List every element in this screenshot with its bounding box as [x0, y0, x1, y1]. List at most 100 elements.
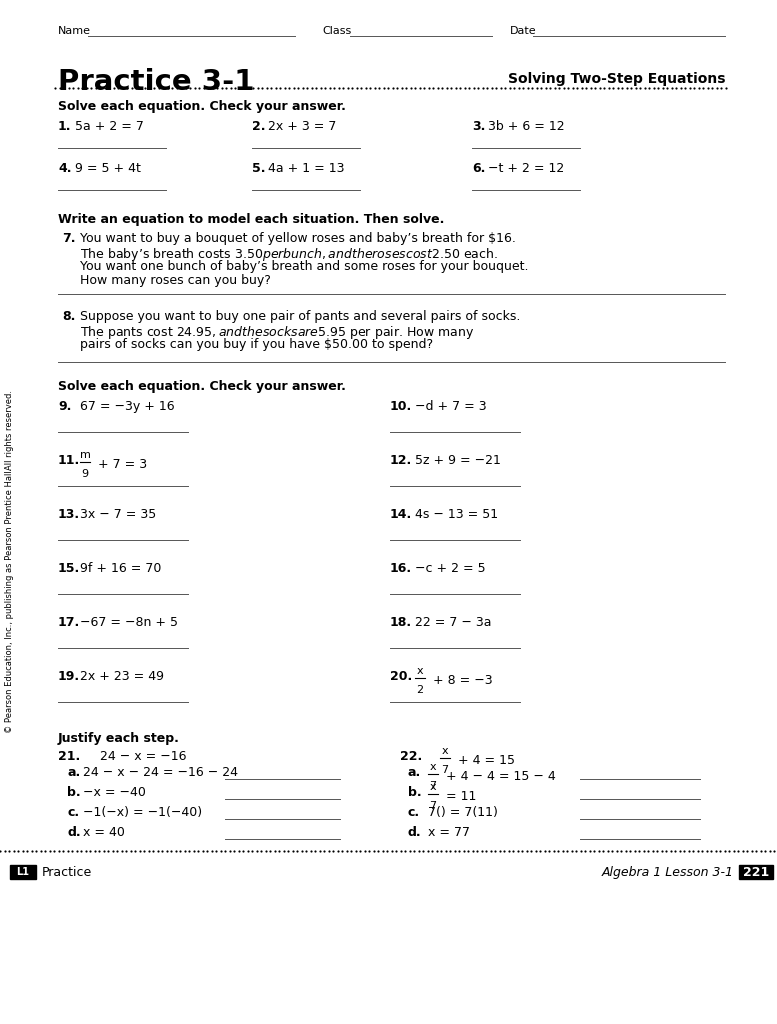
Point	[89, 80, 102, 96]
Point	[117, 80, 129, 96]
Text: 2x + 23 = 49: 2x + 23 = 49	[80, 670, 164, 683]
Point	[601, 843, 614, 859]
Text: 3b + 6 = 12: 3b + 6 = 12	[488, 120, 565, 133]
Point	[175, 80, 187, 96]
Point	[381, 843, 393, 859]
Point	[89, 843, 101, 859]
Point	[409, 80, 421, 96]
Text: + 4 = 15: + 4 = 15	[454, 754, 515, 767]
Point	[629, 843, 641, 859]
Text: 17.: 17.	[58, 616, 80, 629]
Point	[516, 843, 528, 859]
Point	[115, 843, 127, 859]
Point	[709, 843, 722, 859]
Text: x = 40: x = 40	[83, 826, 125, 839]
Point	[287, 80, 300, 96]
Point	[251, 80, 263, 96]
Text: −x = −40: −x = −40	[83, 786, 146, 799]
Point	[247, 80, 260, 96]
Text: x: x	[441, 746, 448, 756]
Point	[268, 843, 280, 859]
Point	[157, 80, 169, 96]
Point	[453, 843, 465, 859]
Point	[657, 80, 669, 96]
Point	[47, 843, 60, 859]
Point	[305, 843, 317, 859]
Point	[660, 80, 673, 96]
Point	[683, 80, 695, 96]
Text: −c + 2 = 5: −c + 2 = 5	[415, 562, 486, 575]
Point	[502, 843, 514, 859]
Point	[308, 843, 321, 859]
Point	[106, 843, 119, 859]
Point	[427, 80, 439, 96]
Point	[705, 843, 717, 859]
Point	[256, 80, 268, 96]
Point	[187, 843, 200, 859]
Text: 4s − 13 = 51: 4s − 13 = 51	[415, 508, 498, 521]
Text: Solve each equation. Check your answer.: Solve each equation. Check your answer.	[58, 100, 346, 113]
Point	[270, 80, 282, 96]
Text: 1.: 1.	[58, 120, 71, 133]
Point	[142, 843, 155, 859]
Point	[471, 843, 483, 859]
Point	[102, 843, 114, 859]
Point	[184, 80, 197, 96]
Text: Practice: Practice	[42, 866, 92, 879]
Point	[354, 843, 366, 859]
Point	[598, 80, 610, 96]
Point	[277, 843, 290, 859]
Point	[310, 80, 322, 96]
Point	[489, 843, 501, 859]
Point	[422, 80, 434, 96]
Point	[71, 80, 84, 96]
Text: 5z + 9 = −21: 5z + 9 = −21	[415, 454, 501, 467]
Point	[479, 843, 492, 859]
Text: All rights reserved.: All rights reserved.	[5, 390, 15, 470]
Point	[697, 80, 709, 96]
Point	[206, 80, 218, 96]
Point	[462, 843, 474, 859]
Text: c.: c.	[67, 806, 79, 819]
Text: = 11: = 11	[442, 790, 476, 803]
Point	[660, 843, 672, 859]
Text: 12.: 12.	[390, 454, 413, 467]
Point	[340, 843, 353, 859]
Point	[652, 80, 664, 96]
Point	[242, 843, 254, 859]
Point	[193, 80, 205, 96]
Text: x: x	[430, 762, 437, 772]
Point	[745, 843, 758, 859]
Point	[336, 843, 348, 859]
Point	[687, 843, 699, 859]
Point	[579, 843, 591, 859]
Point	[134, 80, 147, 96]
Point	[160, 843, 172, 859]
Point	[592, 843, 605, 859]
Point	[313, 843, 326, 859]
Point	[521, 80, 534, 96]
Point	[530, 80, 542, 96]
Point	[386, 80, 399, 96]
Text: −67 = −8n + 5: −67 = −8n + 5	[80, 616, 178, 629]
Point	[638, 80, 650, 96]
Text: 14.: 14.	[390, 508, 413, 521]
Point	[67, 80, 79, 96]
Text: −d + 7 = 3: −d + 7 = 3	[415, 400, 486, 413]
Point	[556, 843, 569, 859]
Point	[481, 80, 493, 96]
Point	[371, 843, 384, 859]
Point	[574, 843, 587, 859]
Text: 2.: 2.	[252, 120, 266, 133]
Point	[561, 843, 573, 859]
Point	[205, 843, 218, 859]
Point	[286, 843, 298, 859]
Point	[246, 843, 258, 859]
Point	[643, 80, 655, 96]
Point	[341, 80, 354, 96]
Point	[202, 80, 214, 96]
Text: + 8 = −3: + 8 = −3	[429, 674, 493, 686]
Point	[76, 80, 89, 96]
Point	[364, 80, 376, 96]
Text: 10.: 10.	[390, 400, 413, 413]
